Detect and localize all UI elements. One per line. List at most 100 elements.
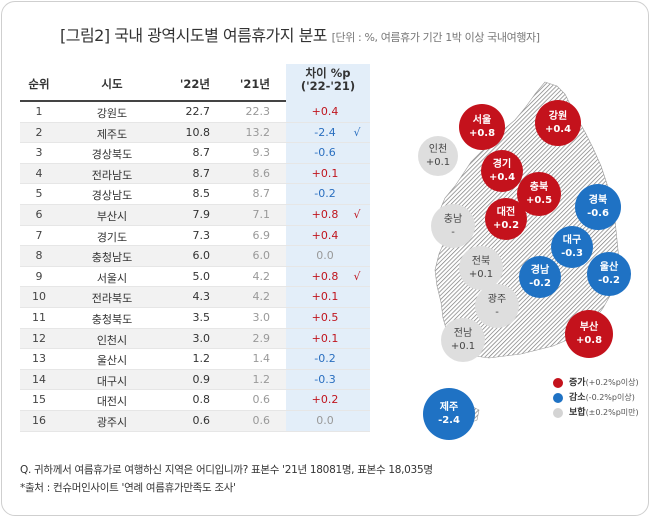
- cell-y21: 1.4: [252, 352, 271, 366]
- table-row: 1 강원도 22.7 22.3 +0.4: [20, 102, 370, 123]
- cell-rank: 8: [35, 249, 43, 263]
- cell-y22: 8.7: [192, 166, 211, 180]
- cell-y21: 7.1: [252, 207, 271, 221]
- legend-decrease: 감소(-0.2%p이상): [553, 392, 639, 407]
- cell-y21: 8.7: [252, 187, 271, 201]
- cell-region: 충청남도: [91, 251, 133, 265]
- row-shade: [20, 328, 286, 349]
- row-shade: [20, 287, 286, 307]
- table-row: 10 전라북도 4.3 4.2 +0.1: [20, 287, 370, 308]
- legend-increase-dot: [553, 378, 563, 388]
- cell-rank: 14: [32, 372, 46, 386]
- cell-y22: 22.7: [185, 105, 211, 118]
- cell-y21: 6.9: [252, 228, 271, 242]
- table-row: 15 대전시 0.8 0.6 +0.2: [20, 390, 370, 411]
- bubble-name: 충북: [529, 182, 549, 193]
- cell-y22: 7.9: [192, 207, 211, 221]
- row-shade: [20, 163, 286, 184]
- map-bubble: 부산 +0.8: [565, 310, 613, 358]
- bubble-value: +0.1: [450, 341, 476, 352]
- bubble-value: -0.6: [587, 208, 609, 219]
- header-diff-line1: 차이 %p: [305, 66, 351, 80]
- row-shade: [20, 246, 286, 266]
- map-bubble: 대구 -0.3: [551, 226, 593, 268]
- bubble-name: 강원: [548, 111, 568, 122]
- diff-cell-bg: [286, 204, 370, 225]
- cell-y22: 0.9: [192, 372, 211, 386]
- cell-region: 울산시: [96, 354, 128, 368]
- bubble-value: -0.2: [529, 278, 551, 289]
- legend-increase: 증가(+0.2%p이상): [553, 377, 639, 392]
- legend-decrease-label: 감소: [569, 393, 586, 403]
- bubble-value: -: [451, 227, 455, 238]
- header-y21: '21년: [239, 77, 270, 91]
- diff-header-bg: [286, 64, 370, 102]
- map-bubble: 경북 -0.6: [575, 184, 621, 230]
- cell-diff: -2.4: [314, 125, 336, 139]
- bubble-name: 전북: [471, 256, 491, 267]
- map-bubble: 전남 +0.1: [441, 318, 485, 362]
- cell-y21: 4.2: [252, 269, 271, 283]
- cell-y21: 13.2: [245, 125, 271, 139]
- title-main: [그림2] 국내 광역시도별 여름휴가지 분포: [60, 26, 328, 45]
- cell-diff: +0.2: [311, 393, 339, 407]
- korea-map: 서울 +0.8 강원 +0.4 인천 +0.1 경기 +0.4 충북 +0.5 경북 -0.6 충남 - 대…: [405, 80, 631, 454]
- cell-rank: 6: [35, 207, 43, 221]
- bubble-value: -2.4: [438, 415, 460, 426]
- row-shade: [20, 369, 286, 390]
- cell-y21: 6.0: [252, 249, 271, 263]
- cell-region: 전라북도: [91, 292, 133, 306]
- cell-y22: 10.8: [185, 125, 211, 139]
- diff-cell-bg: [286, 349, 370, 369]
- cell-rank: 2: [35, 125, 43, 139]
- cell-region: 경상남도: [91, 189, 133, 203]
- table-row: 6 부산시 7.9 7.1 +0.8 √: [20, 204, 370, 226]
- cell-region: 강원도: [96, 107, 128, 120]
- map-bubble: 인천 +0.1: [418, 136, 458, 176]
- cell-y22: 8.7: [192, 146, 211, 160]
- header-y22: '22년: [179, 77, 210, 91]
- table-row: 5 경상남도 8.5 8.7 -0.2: [20, 184, 370, 205]
- cell-mark: √: [353, 269, 361, 283]
- map-bubble: 서울 +0.8: [459, 104, 505, 150]
- notes: Q. 귀하께서 여름휴가로 여행하신 지역은 어디입니까? 표본수 '21년 1…: [20, 461, 433, 497]
- cell-diff: 0.0: [316, 249, 334, 263]
- cell-diff: -0.3: [314, 372, 336, 386]
- legend-increase-label: 증가: [569, 378, 586, 388]
- table-header: 순위 시도 '22년 '21년 차이 %p ('22-'21): [20, 64, 370, 102]
- map-bubble: 경남 -0.2: [519, 256, 561, 298]
- cell-mark: √: [353, 125, 361, 139]
- cell-diff: -0.2: [314, 352, 336, 366]
- bubble-value: -0.2: [598, 275, 620, 286]
- note-question: Q. 귀하께서 여름휴가로 여행하신 지역은 어디입니까? 표본수 '21년 1…: [20, 464, 433, 476]
- bubble-value: +0.1: [468, 269, 494, 280]
- table-row: 16 광주시 0.6 0.6 0.0: [20, 410, 370, 432]
- cell-y22: 3.0: [192, 331, 211, 345]
- cell-rank: 11: [32, 310, 46, 324]
- cell-diff: 0.0: [316, 413, 334, 427]
- diff-cell-bg: [286, 122, 370, 143]
- bubble-name: 대전: [496, 207, 516, 218]
- diff-cell-bg: [286, 369, 370, 390]
- table-row: 2 제주도 10.8 13.2 -2.4 √: [20, 122, 370, 144]
- bubble-value: -: [495, 307, 499, 318]
- table-body: 1 강원도 22.7 22.3 +0.4 2 제주도 10.8 13.2 -2.4 √ 3 경상북도 8.…: [20, 102, 370, 432]
- bubble-name: 서울: [472, 115, 492, 126]
- cell-diff: +0.1: [311, 331, 339, 345]
- bubble-name: 경남: [530, 265, 550, 276]
- diff-cell-bg: [286, 184, 370, 204]
- map-bubble: 울산 -0.2: [587, 252, 631, 296]
- map-bubble: 충남 -: [431, 204, 475, 248]
- bubble-value: +0.1: [425, 157, 451, 168]
- cell-region: 대구시: [96, 374, 128, 388]
- legend: 증가(+0.2%p이상) 감소(-0.2%p이상) 보합(±0.2%p미만): [553, 377, 639, 422]
- cell-y22: 3.5: [192, 310, 211, 324]
- cell-region: 광주시: [96, 415, 128, 429]
- diff-cell-bg: [286, 225, 370, 246]
- map-bubble: 전북 +0.1: [459, 246, 503, 290]
- cell-rank: 4: [35, 166, 43, 180]
- cell-rank: 1: [35, 105, 43, 118]
- cell-y21: 9.3: [252, 146, 271, 160]
- diff-cell-bg: [286, 307, 370, 328]
- cell-y21: 0.6: [252, 413, 271, 427]
